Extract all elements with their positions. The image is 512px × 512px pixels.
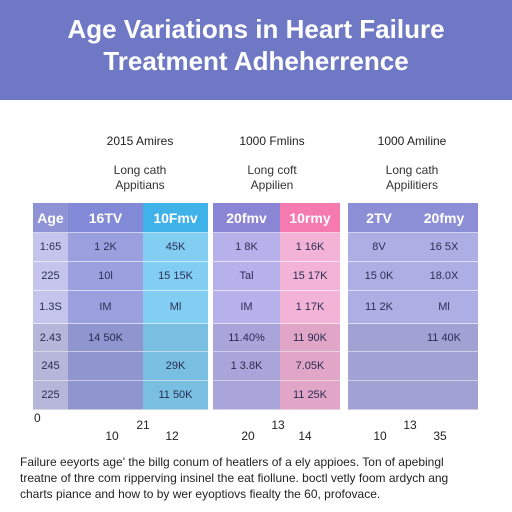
table-cell: 225 xyxy=(33,262,68,291)
table-cell: 11 2K xyxy=(348,291,410,324)
footer-line: Failure eeyorts age' the billg conum of … xyxy=(20,455,444,469)
group-subtitle: Long cath xyxy=(385,163,439,177)
axis-label: 10 xyxy=(105,429,119,443)
group-title: 1000 Fmlins xyxy=(239,134,305,148)
table-cell: IM xyxy=(213,291,280,324)
table-cell xyxy=(410,352,478,381)
table-cell: 11 50K xyxy=(143,381,208,410)
axis-label: 12 xyxy=(165,429,179,443)
table-cell: 1 16K xyxy=(280,233,340,262)
table-cell: 1 17K xyxy=(280,291,340,324)
column-header: 10Fmv xyxy=(143,203,208,233)
axis-origin: 0 xyxy=(34,411,41,425)
footer-line: charts piance and how to by wer eyoptiov… xyxy=(20,487,381,501)
table-cell xyxy=(68,352,143,381)
title-line: Age Variations in Heart Failure xyxy=(67,14,445,44)
table-cell: 14 50K xyxy=(68,324,143,352)
group-subtitle: Appilien xyxy=(250,178,294,192)
table-cell: 18.0X xyxy=(410,262,478,291)
table-cell: 45K xyxy=(143,233,208,262)
column-header: Age xyxy=(33,203,68,233)
group-subtitle: Appitians xyxy=(115,178,165,192)
table-cell: 1.3S xyxy=(33,291,68,324)
table-cell: 11.40% xyxy=(213,324,280,352)
table-cell xyxy=(68,381,143,410)
table-cell: 15 0K xyxy=(348,262,410,291)
group-subtitle: Long coft xyxy=(247,163,297,177)
group-title: 1000 Amiline xyxy=(377,134,447,148)
table-cell: 11 40K xyxy=(410,324,478,352)
table-cell xyxy=(348,324,410,352)
table-cell: 11 25K xyxy=(280,381,340,410)
axis-label: 13 xyxy=(403,418,417,432)
column-header: 16TV xyxy=(68,203,143,233)
column-header: 20fmy xyxy=(410,203,478,233)
table-cell: Ml xyxy=(143,291,208,324)
column-header: 10rmy xyxy=(280,203,340,233)
axis-label: 21 xyxy=(136,418,150,432)
group-title: 2015 Amires xyxy=(106,134,174,148)
table-cell: 29K xyxy=(143,352,208,381)
table-cell: 1:65 xyxy=(33,233,68,262)
table-cell xyxy=(410,381,478,410)
table-cell: 1 3.8K xyxy=(213,352,280,381)
table-cell xyxy=(143,324,208,352)
table-cell: 225 xyxy=(33,381,68,410)
table-cell: 1 8K xyxy=(213,233,280,262)
footer-line: treatne of thre com ripperving insinel t… xyxy=(20,471,449,485)
table-cell: 15 17K xyxy=(280,262,340,291)
table-cell xyxy=(348,352,410,381)
header-band xyxy=(0,0,512,100)
table-cell: 11 90K xyxy=(280,324,340,352)
axis-label: 13 xyxy=(271,418,285,432)
table-cell: Tal xyxy=(213,262,280,291)
table-cell: 8V xyxy=(348,233,410,262)
axis-label: 14 xyxy=(298,429,312,443)
table-cell: 2.43 xyxy=(33,324,68,352)
table-cell: Ml xyxy=(410,291,478,324)
title-line: Treatment Adheherrence xyxy=(103,46,409,76)
table-cell: 245 xyxy=(33,352,68,381)
column-header: 20fmv xyxy=(213,203,280,233)
table-cell: 16 5X xyxy=(410,233,478,262)
group-subtitle: Long cath xyxy=(113,163,167,177)
table-cell: 10l xyxy=(68,262,143,291)
group-subtitle: Appilitiers xyxy=(385,178,439,192)
table-cell: 7.05K xyxy=(280,352,340,381)
table-cell: IM xyxy=(68,291,143,324)
column-header: 2TV xyxy=(348,203,410,233)
table-cell xyxy=(348,381,410,410)
table-cell: 15 15K xyxy=(143,262,208,291)
axis-label: 20 xyxy=(241,429,255,443)
table-cell xyxy=(213,381,280,410)
axis-label: 10 xyxy=(373,429,387,443)
axis-label: 35 xyxy=(433,429,447,443)
table-cell: 1 2K xyxy=(68,233,143,262)
